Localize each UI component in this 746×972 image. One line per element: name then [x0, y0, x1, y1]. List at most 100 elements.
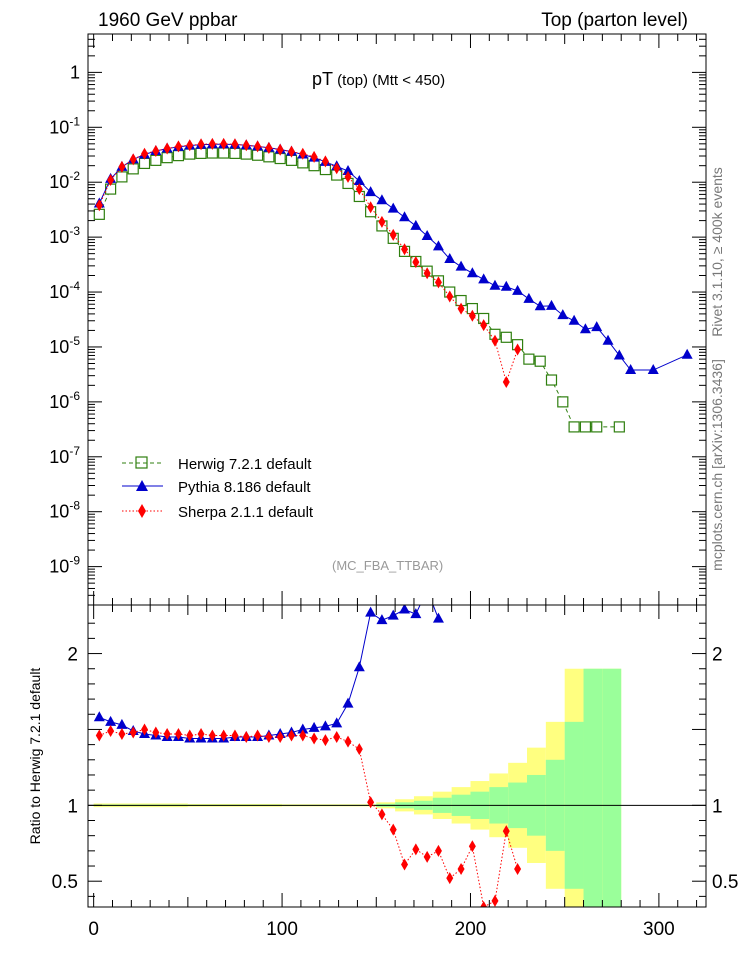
main-sherpa-point	[231, 138, 239, 151]
main-sherpa-point	[299, 147, 307, 160]
ratio-pythia-point	[297, 723, 309, 734]
main-sherpa-point	[107, 173, 115, 186]
main-sherpa-point	[220, 137, 228, 150]
ratio-sherpa-point	[265, 731, 273, 744]
main-pythia-point	[432, 240, 444, 251]
main-pythia-point	[579, 323, 591, 334]
ratio-ylabel: Ratio to Herwig 7.2.1 default	[27, 668, 43, 845]
main-ytick-label: 10-5	[49, 334, 80, 357]
ratio-pythia-point	[365, 606, 377, 617]
main-pythia-point	[613, 349, 625, 360]
main-sherpa-point	[242, 139, 250, 152]
tick-base: 10	[49, 282, 69, 302]
ratio-sherpa-point	[502, 825, 510, 838]
ratio-sherpa-point	[446, 872, 454, 885]
ratio-sherpa-point	[378, 808, 386, 821]
tick-exponent: -6	[69, 389, 80, 403]
main-sherpa-point	[514, 343, 522, 356]
main-sherpa-point	[310, 150, 318, 163]
main-pythia-point	[466, 267, 478, 278]
ratio-sherpa-point	[163, 727, 171, 740]
tick-exponent: -8	[69, 499, 80, 513]
ratio-sherpa-point	[129, 726, 137, 739]
main-herwig-point	[591, 421, 603, 433]
legend-pythia-marker	[136, 480, 148, 491]
main-sherpa-point	[367, 201, 375, 214]
ratio-sherpa-point	[355, 743, 363, 756]
main-sherpa-point	[344, 170, 352, 183]
main-sherpa-point	[208, 137, 216, 150]
main-herwig-point	[138, 157, 151, 170]
ratio-pythia-point	[342, 697, 354, 708]
main-pythia-point	[444, 252, 456, 263]
ratio-sherpa-point	[141, 723, 149, 736]
main-herwig-point	[116, 171, 128, 183]
main-sherpa-point	[468, 309, 476, 322]
ratio-sherpa-point	[367, 796, 375, 809]
ratio-ytick-label-right: 1	[712, 796, 723, 817]
main-pythia-point	[512, 284, 524, 295]
tick-exponent: -7	[69, 444, 80, 458]
ratio-pythia-point	[319, 720, 331, 731]
ratio-sherpa-point	[174, 727, 182, 740]
main-sherpa-point	[141, 147, 149, 160]
tick-base: 10	[49, 172, 69, 192]
main-pythia-point	[421, 229, 433, 240]
title-sub2: (Mtt < 450)	[368, 72, 445, 89]
title-sub1: (top)	[333, 72, 368, 89]
plot-title: pT (top) (Mtt < 450)	[312, 69, 445, 89]
main-sherpa-point	[434, 276, 442, 289]
ratio-pythia-point	[387, 609, 399, 620]
tick-exponent: -5	[69, 334, 80, 348]
main-sherpa-point	[118, 160, 126, 173]
ratio-sherpa-point	[321, 734, 329, 747]
main-ytick-label: 1	[70, 62, 80, 82]
main-sherpa-point	[502, 376, 510, 389]
band-green-16	[602, 668, 622, 907]
main-sherpa-point	[265, 141, 273, 154]
ratio-pythia-point	[376, 614, 388, 625]
ratio-sherpa-point	[310, 732, 318, 745]
main-sherpa-point	[378, 215, 386, 228]
legend-pythia-label: Pythia 8.186 default	[178, 479, 311, 496]
tick-exponent: -2	[69, 169, 80, 183]
main-herwig-point	[500, 331, 512, 343]
main-sherpa-point	[401, 243, 409, 256]
header-left: 1960 GeV ppbar	[98, 10, 238, 31]
ratio-pythia-line	[99, 605, 439, 740]
tick-base: 10	[49, 392, 69, 412]
main-sherpa-point	[174, 140, 182, 153]
ratio-frame	[87, 604, 707, 908]
main-pythia-point	[342, 165, 354, 176]
main-sherpa-point	[197, 138, 205, 151]
ratio-sherpa-point	[389, 823, 397, 836]
main-herwig-point	[613, 421, 625, 433]
ratio-pythia-point	[410, 608, 422, 619]
ratio-sherpa-point	[344, 735, 352, 748]
main-pythia-point	[546, 299, 557, 310]
header-right: Top (parton level)	[541, 10, 688, 31]
main-sherpa-point	[152, 145, 160, 158]
ratio-pythia-point	[116, 718, 128, 729]
main-pythia-point	[681, 348, 693, 359]
ratio-sherpa-point	[208, 729, 216, 742]
main-herwig-point	[545, 374, 558, 386]
ratio-pythia-point	[93, 711, 105, 722]
rivet-label: Rivet 3.1.10, ≥ 400k events	[709, 167, 725, 337]
legend-sherpa-marker	[138, 504, 146, 518]
main-pythia-point	[602, 334, 614, 345]
ratio-sherpa-point	[468, 840, 476, 853]
main-sherpa-point	[163, 142, 171, 155]
main-herwig-line	[98, 152, 620, 428]
main-sherpa-point	[389, 228, 397, 241]
main-ytick-label: 10-3	[49, 224, 80, 247]
main-sherpa-point	[480, 319, 488, 332]
main-pythia-point	[387, 202, 399, 213]
tick-base: 10	[49, 447, 69, 467]
tick-exponent: -1	[69, 114, 80, 128]
main-sherpa-point	[287, 145, 295, 158]
ratio-sherpa-point	[299, 729, 307, 742]
main-ytick-label: 10-6	[49, 389, 80, 412]
ratio-sherpa-point	[423, 850, 431, 863]
